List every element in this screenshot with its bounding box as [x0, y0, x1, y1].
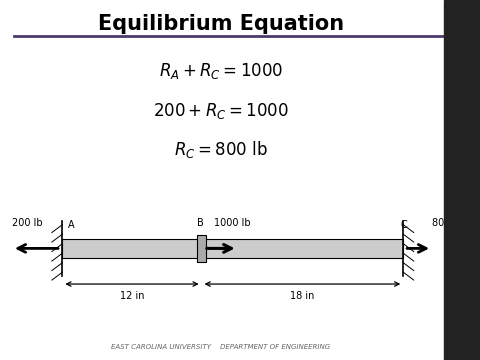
Text: A: A: [68, 220, 75, 230]
Text: C: C: [401, 220, 408, 230]
Text: EAST CAROLINA UNIVERSITY    DEPARTMENT OF ENGINEERING: EAST CAROLINA UNIVERSITY DEPARTMENT OF E…: [111, 344, 330, 350]
Text: Equilibrium Equation: Equilibrium Equation: [98, 14, 344, 35]
Text: $200 + R_C = 1000$: $200 + R_C = 1000$: [153, 101, 289, 121]
Text: 200 lb: 200 lb: [12, 217, 43, 228]
Text: B: B: [197, 217, 204, 228]
Text: 800 lb: 800 lb: [432, 217, 463, 228]
Text: $R_C = 800\ \mathrm{lb}$: $R_C = 800\ \mathrm{lb}$: [174, 139, 268, 159]
Text: 1000 lb: 1000 lb: [214, 217, 250, 228]
Text: 12 in: 12 in: [120, 291, 144, 301]
Text: $R_A + R_C = 1000$: $R_A + R_C = 1000$: [159, 61, 283, 81]
Bar: [202, 239, 403, 258]
Text: 18 in: 18 in: [290, 291, 314, 301]
Bar: [197, 235, 206, 262]
Bar: [444, 0, 480, 360]
Bar: [62, 239, 202, 258]
